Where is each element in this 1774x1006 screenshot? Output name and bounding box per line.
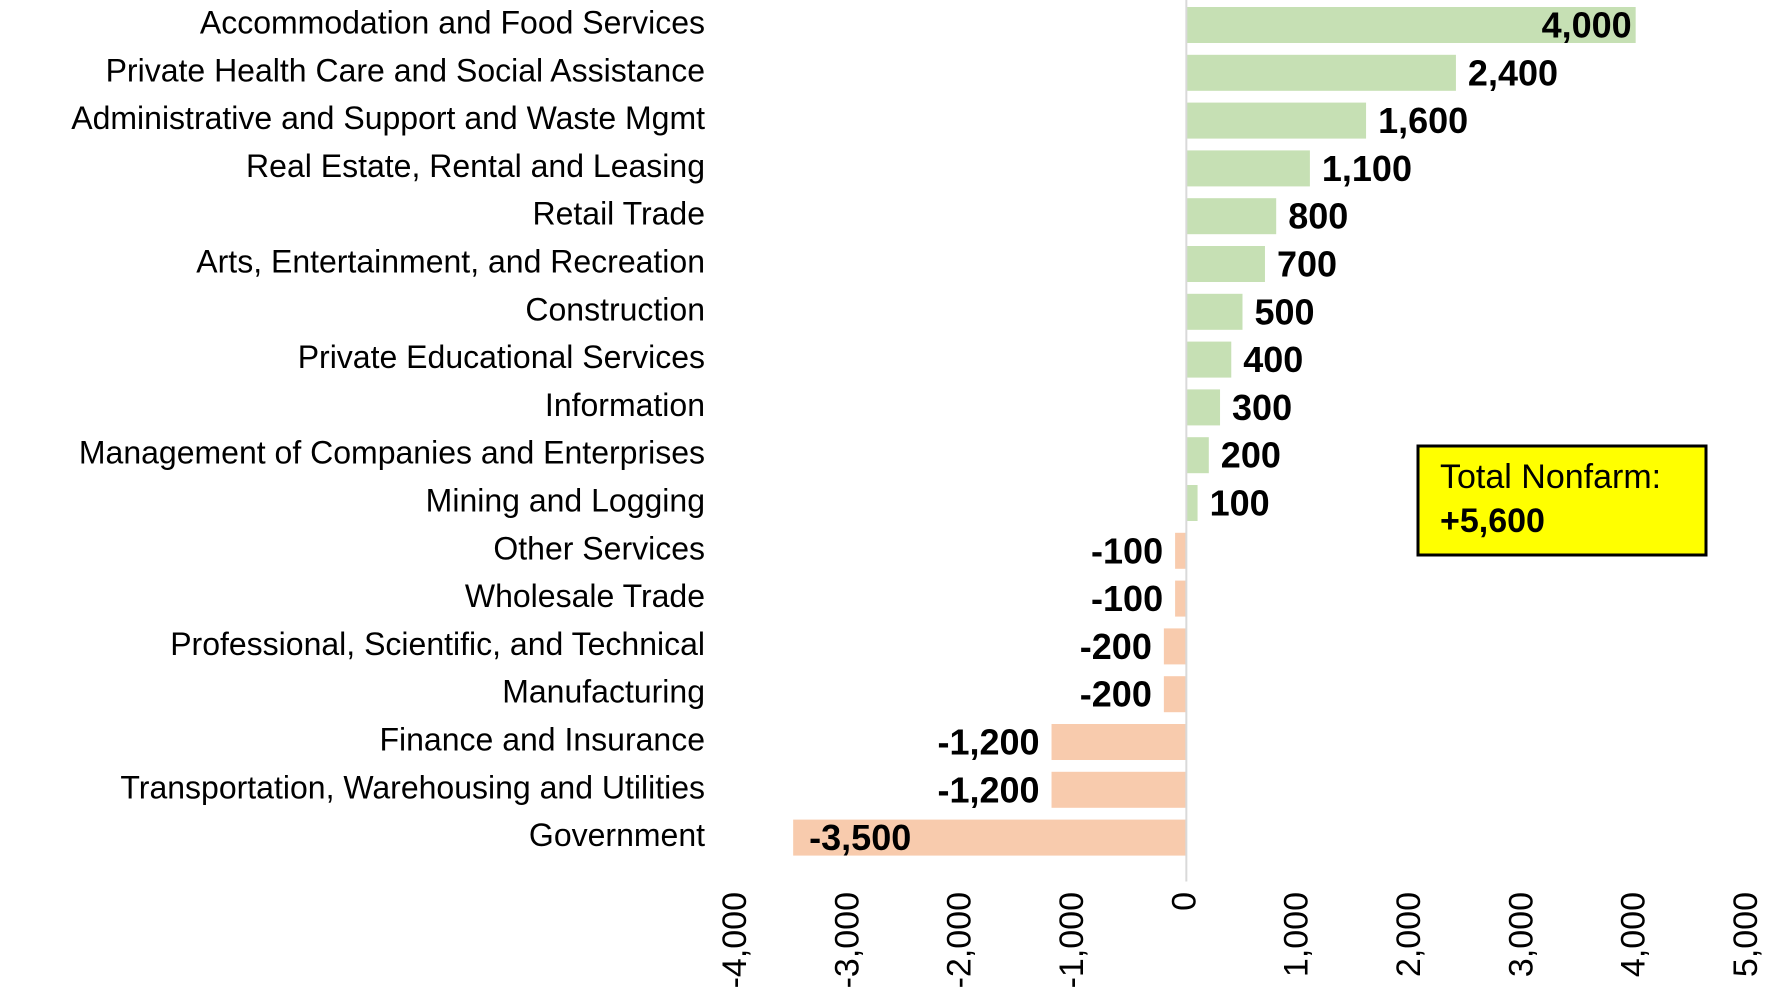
- bar: [1175, 532, 1187, 569]
- x-tick-label: 5,000: [1727, 892, 1765, 977]
- y-tick-label: Private Educational Services: [298, 339, 705, 375]
- value-label: 100: [1210, 483, 1270, 524]
- y-tick-label: Information: [545, 387, 705, 423]
- value-label: 4,000: [1542, 5, 1632, 46]
- y-tick-label: Wholesale Trade: [465, 578, 705, 614]
- value-label: 2,400: [1468, 52, 1558, 93]
- bar: [1051, 724, 1187, 760]
- value-label: 200: [1221, 435, 1281, 476]
- y-tick-label: Finance and Insurance: [379, 721, 705, 757]
- x-tick-label: 2,000: [1390, 892, 1428, 977]
- bar: [1163, 628, 1187, 665]
- value-label: 1,100: [1322, 148, 1412, 189]
- y-tick-label: Arts, Entertainment, and Recreation: [196, 243, 705, 279]
- y-tick-label: Manufacturing: [502, 674, 705, 710]
- y-tick-label: Administrative and Support and Waste Mgm…: [71, 100, 705, 136]
- x-tick-label: -2,000: [941, 892, 979, 988]
- value-label: 500: [1255, 291, 1315, 332]
- value-label: -1,200: [937, 722, 1039, 763]
- y-tick-label: Retail Trade: [532, 196, 705, 232]
- x-tick-label: 0: [1165, 892, 1203, 911]
- bar: [1186, 341, 1232, 378]
- y-tick-label: Transportation, Warehousing and Utilitie…: [120, 769, 705, 805]
- bar: [793, 819, 1187, 856]
- annotation-box: [1416, 444, 1708, 557]
- y-tick-label: Professional, Scientific, and Technical: [170, 626, 705, 662]
- annotation-text: Total Nonfarm:: [1440, 458, 1661, 496]
- y-tick-label: Construction: [525, 291, 705, 327]
- value-label: -100: [1091, 530, 1163, 571]
- y-tick-label: Management of Companies and Enterprises: [79, 435, 705, 471]
- value-label: 800: [1288, 196, 1348, 237]
- bar: [1186, 437, 1209, 474]
- bar: [1186, 54, 1456, 91]
- bar: [1186, 246, 1265, 282]
- value-label: 400: [1243, 339, 1303, 380]
- value-label: 300: [1232, 387, 1292, 428]
- bar: [1186, 293, 1243, 330]
- x-tick-label: -1,000: [1053, 892, 1091, 988]
- bar: [1186, 389, 1221, 426]
- bar: [1186, 198, 1277, 235]
- x-tick-label: 3,000: [1502, 892, 1540, 977]
- y-tick-label: Real Estate, Rental and Leasing: [246, 148, 705, 184]
- y-tick-label: Mining and Logging: [426, 482, 705, 518]
- value-label: 1,600: [1378, 100, 1468, 141]
- x-tick-label: 4,000: [1615, 892, 1653, 977]
- x-tick-label: 1,000: [1278, 892, 1316, 977]
- y-tick-label: Other Services: [493, 530, 705, 566]
- value-label: -1,200: [937, 769, 1039, 810]
- x-tick-label: -4,000: [716, 892, 754, 988]
- value-label: -200: [1080, 674, 1152, 715]
- bar: [1186, 7, 1636, 43]
- annotation-value: +5,600: [1440, 502, 1545, 540]
- bar: [1051, 771, 1187, 808]
- bar: [1186, 485, 1198, 521]
- value-label: -3,500: [809, 817, 911, 858]
- y-tick-label: Government: [529, 817, 705, 853]
- value-label: -100: [1091, 578, 1163, 619]
- bar: [1186, 150, 1310, 187]
- bar: [1163, 676, 1187, 713]
- y-tick-label: Private Health Care and Social Assistanc…: [106, 52, 705, 88]
- value-label: -200: [1080, 626, 1152, 667]
- bar: [1186, 102, 1367, 139]
- y-tick-label: Accommodation and Food Services: [200, 4, 705, 40]
- x-tick-label: -3,000: [828, 892, 866, 988]
- value-label: 700: [1277, 244, 1337, 285]
- bar: [1175, 580, 1187, 617]
